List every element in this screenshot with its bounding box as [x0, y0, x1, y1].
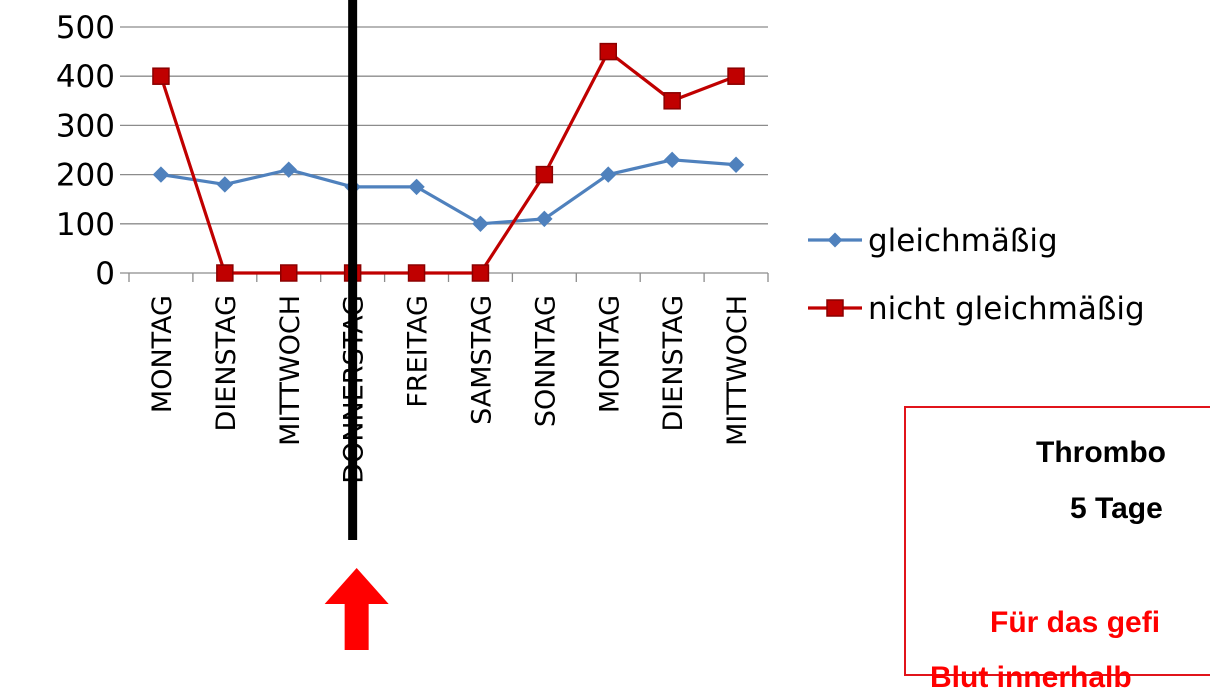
x-tick-label: SAMSTAG [466, 295, 497, 425]
info-line-1: Thrombo [1036, 436, 1166, 469]
series-2-point [727, 67, 745, 85]
x-tick-label: FREITAG [403, 295, 434, 408]
info-line-4: Blut innerhalb [930, 661, 1132, 694]
series-1-point [663, 151, 681, 169]
series-1-point [408, 178, 425, 196]
series-1-point [536, 210, 553, 228]
series-1-point [280, 161, 297, 178]
legend-item-2: nicht gleichmäßig [808, 291, 1145, 327]
legend-marker [827, 232, 843, 248]
legend-marker [826, 299, 844, 317]
line-chart: 0 100 200 300 400 500 MONTAG DIENSTAG MITTWOCH D… [56, 0, 1145, 650]
x-tick-label: MITTWOCH [722, 295, 753, 446]
series-line-2 [159, 49, 737, 275]
series-2-point [152, 67, 170, 85]
x-tick-label: MONTAG [594, 295, 625, 413]
legend: gleichmäßig nicht gleichmäßig [808, 223, 1145, 327]
y-tick-label: 400 [56, 59, 115, 95]
x-tick-label: MONTAG [147, 295, 178, 413]
series-1-point [600, 166, 617, 183]
series-1-point [727, 156, 745, 173]
y-axis-ticks: 0 100 200 300 400 500 [56, 10, 115, 292]
y-tick-label: 300 [56, 108, 115, 144]
series-2-point [599, 42, 617, 61]
series-1-point [152, 166, 170, 183]
x-tick-label: MITTWOCH [275, 295, 306, 446]
series-2-point [471, 264, 490, 282]
series-1-point [216, 176, 234, 193]
info-line-2: 5 Tage [1070, 492, 1163, 525]
y-tick-label: 200 [56, 158, 115, 194]
y-tick-label: 500 [56, 10, 115, 46]
y-tick-label: 100 [56, 207, 115, 243]
x-tick-label: SONNTAG [530, 295, 561, 427]
series-2-point [535, 165, 554, 184]
series-2-point [280, 264, 298, 282]
series-1-point [472, 215, 489, 233]
info-line-3: Für das gefi [990, 606, 1161, 639]
x-tick-label: DIENSTAG [211, 295, 242, 431]
series-2-point [407, 264, 426, 282]
info-box: Thrombo 5 Tage Für das gefi Blut innerha… [904, 406, 1210, 694]
series-2-point [663, 92, 681, 110]
legend-label: gleichmäßig [868, 223, 1058, 259]
y-tick-label: 0 [95, 256, 115, 292]
series-line-1 [160, 158, 737, 226]
series-2-point [216, 264, 234, 282]
gridlines [120, 26, 768, 225]
highlight-layer [324, 0, 389, 650]
legend-label: nicht gleichmäßig [868, 291, 1145, 327]
x-tick-label: DIENSTAG [658, 295, 689, 431]
highlight-arrow [324, 568, 389, 650]
series-layer [152, 42, 745, 282]
legend-item-1: gleichmäßig [808, 223, 1058, 259]
x-axis-ticks: MONTAGDIENSTAGMITTWOCHDONNERSTAGFREITAGS… [147, 295, 753, 484]
